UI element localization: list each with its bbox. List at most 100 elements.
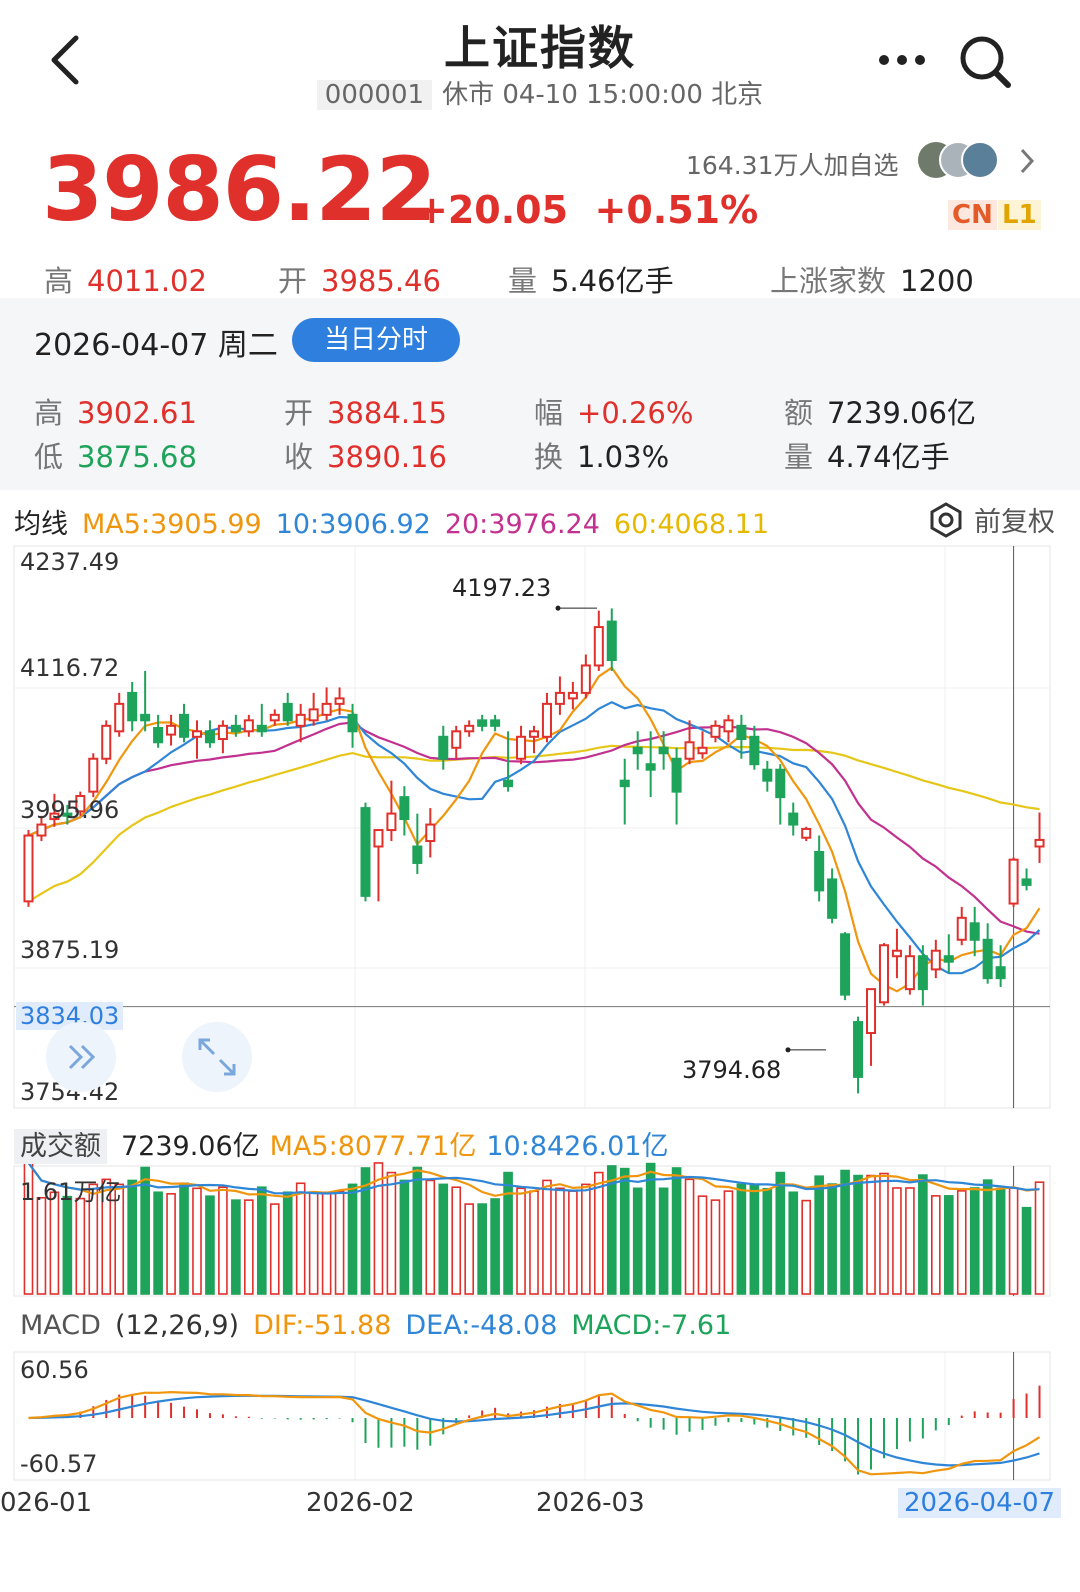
day-low: 低 3875.68 bbox=[34, 440, 197, 474]
candle bbox=[308, 708, 319, 722]
ma-legend: 均线 MA5:3905.99 10:3906.92 20:3976.24 60:4068… bbox=[14, 509, 770, 540]
candle bbox=[166, 724, 177, 736]
candle bbox=[878, 944, 889, 1004]
candle bbox=[386, 812, 397, 832]
volume-bar bbox=[943, 1195, 954, 1295]
candle bbox=[243, 719, 254, 733]
stat-volume: 量 5.46亿手 bbox=[508, 264, 674, 298]
candle bbox=[127, 691, 138, 722]
volume-bar bbox=[205, 1195, 215, 1295]
more-button[interactable] bbox=[876, 40, 932, 84]
volume-bar bbox=[49, 1191, 60, 1295]
volume-bar bbox=[412, 1166, 423, 1295]
low-marker: 3794.68 bbox=[682, 1056, 782, 1084]
avatar bbox=[961, 141, 999, 179]
volume-bar bbox=[451, 1186, 462, 1295]
volume-bar bbox=[503, 1171, 513, 1295]
day-amount: 额 7239.06亿 bbox=[784, 396, 976, 430]
volume-bar bbox=[710, 1199, 721, 1295]
volume-bar bbox=[218, 1186, 228, 1295]
volume-bar bbox=[477, 1203, 487, 1295]
day-open: 开 3884.15 bbox=[284, 396, 447, 430]
scroll-latest-button[interactable] bbox=[46, 1022, 116, 1092]
price-change: +20.05 +0.51% bbox=[416, 188, 758, 232]
candle bbox=[438, 735, 449, 760]
intraday-button[interactable]: 当日分时 bbox=[292, 318, 460, 362]
high-marker: 4197.23 bbox=[452, 574, 552, 602]
candle bbox=[295, 713, 306, 727]
candle bbox=[88, 757, 99, 793]
cn-badge: CN bbox=[948, 200, 997, 230]
candle bbox=[334, 697, 345, 705]
adjust-setting[interactable]: 前复权 bbox=[928, 500, 1055, 539]
day-amplitude: 幅 +0.26% bbox=[534, 396, 694, 430]
candle bbox=[710, 724, 721, 738]
candle bbox=[49, 812, 60, 821]
volume-bar bbox=[244, 1199, 254, 1295]
chevron-left-icon bbox=[51, 35, 79, 85]
page-title: 上证指数 bbox=[444, 21, 636, 75]
candle bbox=[840, 933, 851, 996]
candle bbox=[904, 955, 915, 991]
volume-bar bbox=[982, 1179, 993, 1295]
volume-bar bbox=[581, 1183, 591, 1295]
volume-bar bbox=[1008, 1187, 1019, 1295]
volume-bar bbox=[399, 1179, 410, 1295]
volume-bar bbox=[995, 1187, 1006, 1295]
volume-bar bbox=[879, 1172, 889, 1295]
selected-date: 2026-04-07 周二 bbox=[34, 328, 278, 363]
volume-bar bbox=[179, 1182, 189, 1295]
candle bbox=[140, 713, 151, 722]
candle bbox=[567, 691, 578, 700]
follower-avatars[interactable] bbox=[916, 140, 1002, 180]
y-label-1: 4237.49 bbox=[20, 548, 120, 576]
volume-bar bbox=[36, 1196, 47, 1295]
chart-grid bbox=[13, 545, 1051, 1481]
candle bbox=[632, 746, 643, 755]
double-chevron-right-icon bbox=[68, 1044, 96, 1070]
back-button[interactable] bbox=[44, 30, 88, 90]
macd-lines bbox=[28, 1390, 1041, 1476]
candle bbox=[347, 713, 358, 733]
date-label-2: 2026-02 bbox=[306, 1488, 415, 1518]
candle bbox=[230, 724, 241, 733]
macd-y-label-bottom: -60.57 bbox=[20, 1450, 98, 1478]
volume-bar bbox=[192, 1187, 202, 1295]
dif-line bbox=[28, 1390, 1041, 1476]
candle bbox=[62, 812, 73, 817]
day-high: 高 3902.61 bbox=[34, 396, 197, 430]
followers-chevron[interactable] bbox=[1018, 146, 1036, 180]
volume-bar bbox=[788, 1191, 799, 1295]
volume-bar bbox=[308, 1191, 319, 1295]
search-button[interactable] bbox=[958, 32, 1014, 94]
candle bbox=[943, 955, 954, 963]
candle bbox=[580, 664, 591, 694]
volume-bar bbox=[736, 1183, 747, 1295]
kline-chart[interactable] bbox=[0, 540, 1080, 1540]
volume-bar bbox=[827, 1183, 837, 1295]
candle bbox=[775, 768, 786, 799]
candle bbox=[75, 795, 86, 813]
followers-count[interactable]: 164.31万人加自选 bbox=[686, 151, 899, 180]
candle bbox=[930, 949, 941, 971]
fullscreen-button[interactable] bbox=[182, 1022, 252, 1092]
chevron-right-icon bbox=[1020, 148, 1035, 174]
volume-bar bbox=[464, 1203, 475, 1295]
market-status: 休市 04-10 15:00:00 北京 bbox=[442, 80, 764, 110]
chart-labels bbox=[555, 605, 826, 1053]
candle bbox=[477, 719, 488, 727]
volume-bar bbox=[425, 1179, 436, 1295]
volume-bar bbox=[840, 1169, 850, 1295]
volume-bar bbox=[956, 1190, 967, 1295]
date-label-4: 2026-04-07 bbox=[898, 1488, 1062, 1518]
candle bbox=[891, 949, 902, 958]
volume-bar bbox=[231, 1199, 241, 1295]
volume-bar bbox=[295, 1182, 306, 1295]
candle bbox=[956, 916, 967, 941]
macd-legend: MACD (12,26,9) DIF:-51.88 DEA:-48.08 MACD:-7… bbox=[20, 1310, 732, 1341]
macd-y-label-top: 60.56 bbox=[20, 1356, 89, 1384]
candle bbox=[451, 730, 462, 749]
volume-bar bbox=[334, 1190, 345, 1295]
gear-icon bbox=[930, 502, 962, 538]
change-value: +20.05 bbox=[416, 188, 569, 232]
